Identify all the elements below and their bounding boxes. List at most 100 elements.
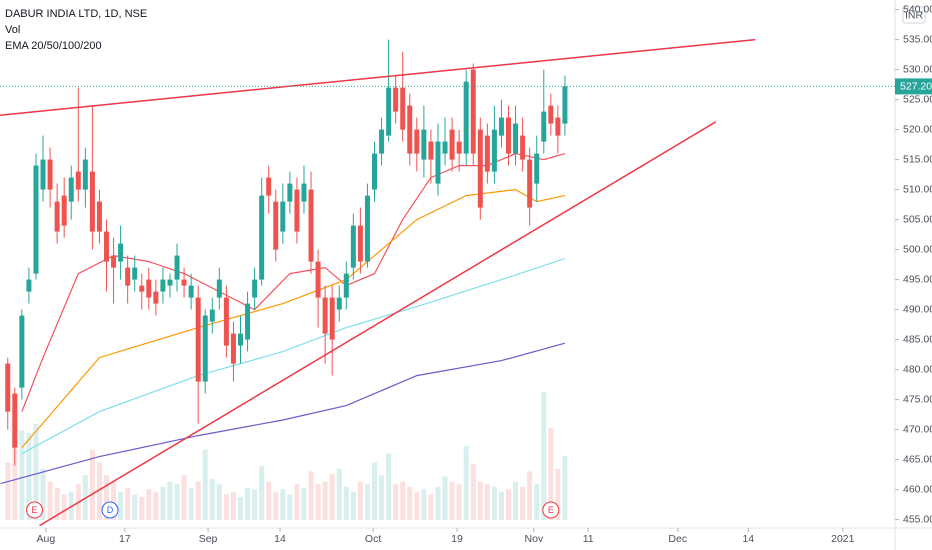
volume-bar (428, 494, 434, 520)
volume-bar (477, 481, 483, 520)
candle-body (407, 105, 413, 154)
volume-bar (139, 496, 145, 520)
volume-bar (393, 484, 399, 520)
volume-bar (400, 481, 406, 520)
y-tick-label: 540.00 (903, 3, 932, 15)
volume-bar (421, 489, 427, 520)
candle-body (5, 363, 11, 412)
x-tick-label: Nov (525, 533, 544, 545)
candle-body (209, 309, 215, 322)
candle-body (414, 129, 420, 154)
y-tick-label: 490.00 (903, 303, 932, 315)
candle-body (47, 159, 53, 190)
volume-bar (449, 481, 455, 520)
event-marker (26, 501, 44, 519)
volume-bar (111, 481, 117, 520)
volume-bar (245, 488, 251, 520)
candle-body (82, 159, 88, 190)
candle-body (12, 393, 18, 448)
volume-bar (456, 484, 462, 520)
y-tick-label: 485.00 (903, 333, 932, 345)
candle-body (273, 201, 279, 250)
candle-body (527, 159, 533, 208)
volume-bar (343, 486, 349, 520)
volume-bar (216, 484, 222, 520)
volume-bar (19, 430, 25, 520)
indicator-label: Vol (5, 24, 20, 36)
y-tick-label: 495.00 (903, 273, 932, 285)
candle-body (350, 225, 356, 268)
volume-bar (287, 494, 293, 520)
candle-body (96, 201, 102, 232)
candle-body (266, 177, 272, 196)
candle-body (301, 183, 307, 202)
y-tick-label: 510.00 (903, 183, 932, 195)
volume-bar (470, 463, 476, 520)
candle-body (238, 333, 244, 346)
volume-bar (498, 491, 504, 520)
y-tick-label: 455.00 (903, 513, 932, 525)
candle-body (19, 315, 25, 388)
volume-bar (266, 481, 272, 520)
y-tick-label: 530.00 (903, 63, 932, 75)
candle-body (174, 255, 180, 280)
x-tick-label: 11 (583, 533, 594, 545)
candle-body (181, 279, 187, 286)
volume-bar (40, 468, 46, 520)
candle-body (470, 69, 476, 154)
y-tick-label: 525.00 (903, 93, 932, 105)
candle-body (315, 261, 321, 298)
candle-body (477, 129, 483, 208)
last-price-box (895, 78, 932, 95)
volume-bar (491, 486, 497, 520)
x-tick-label: Sep (199, 533, 218, 545)
candle-body (245, 303, 251, 340)
volume-bar (541, 392, 547, 520)
candle-body (111, 255, 117, 268)
candle-body (364, 195, 370, 262)
volume-bar (54, 488, 60, 520)
volume-bar (252, 489, 258, 520)
volume-bar (308, 471, 314, 520)
trend-line (39, 121, 717, 527)
candle-body (132, 267, 138, 280)
event-label: D (107, 505, 114, 515)
x-tick-label: 2021 (831, 533, 855, 545)
candle-body (456, 141, 462, 154)
volume-bar (435, 486, 441, 520)
volume-bar (372, 462, 378, 520)
y-tick-label: 505.00 (903, 213, 932, 225)
indicator-label: EMA 20/50/100/200 (5, 40, 102, 52)
event-label: E (548, 505, 554, 515)
candle-body (357, 225, 363, 262)
last-price-label: 527.20 (900, 81, 932, 93)
candle-body (188, 285, 194, 298)
volume-bar (442, 476, 448, 520)
volume-bar (548, 427, 554, 520)
candle-body (329, 297, 335, 340)
volume-bar (195, 481, 201, 520)
candle-body (435, 141, 441, 184)
candle-body (280, 201, 286, 232)
candle-body (506, 117, 512, 154)
y-tick-label: 535.00 (903, 33, 932, 45)
volume-bar (259, 466, 265, 520)
x-tick-label: 17 (119, 533, 131, 545)
volume-bar (280, 489, 286, 520)
volume-bar (322, 481, 328, 520)
candle-body (40, 159, 46, 190)
volume-bar (527, 471, 533, 520)
candle-body (336, 297, 342, 310)
volume-bar (555, 468, 561, 520)
candle-body (308, 189, 314, 262)
volume-bar (89, 449, 95, 520)
event-marker (101, 501, 119, 519)
volume-bar (61, 494, 67, 520)
candle-body (160, 279, 166, 292)
event-label: E (32, 505, 38, 515)
candle-body (541, 111, 547, 142)
candle-body (75, 171, 81, 190)
currency-label[interactable]: INR (905, 9, 924, 21)
currency-box[interactable] (902, 6, 926, 24)
candle-body (343, 273, 349, 298)
